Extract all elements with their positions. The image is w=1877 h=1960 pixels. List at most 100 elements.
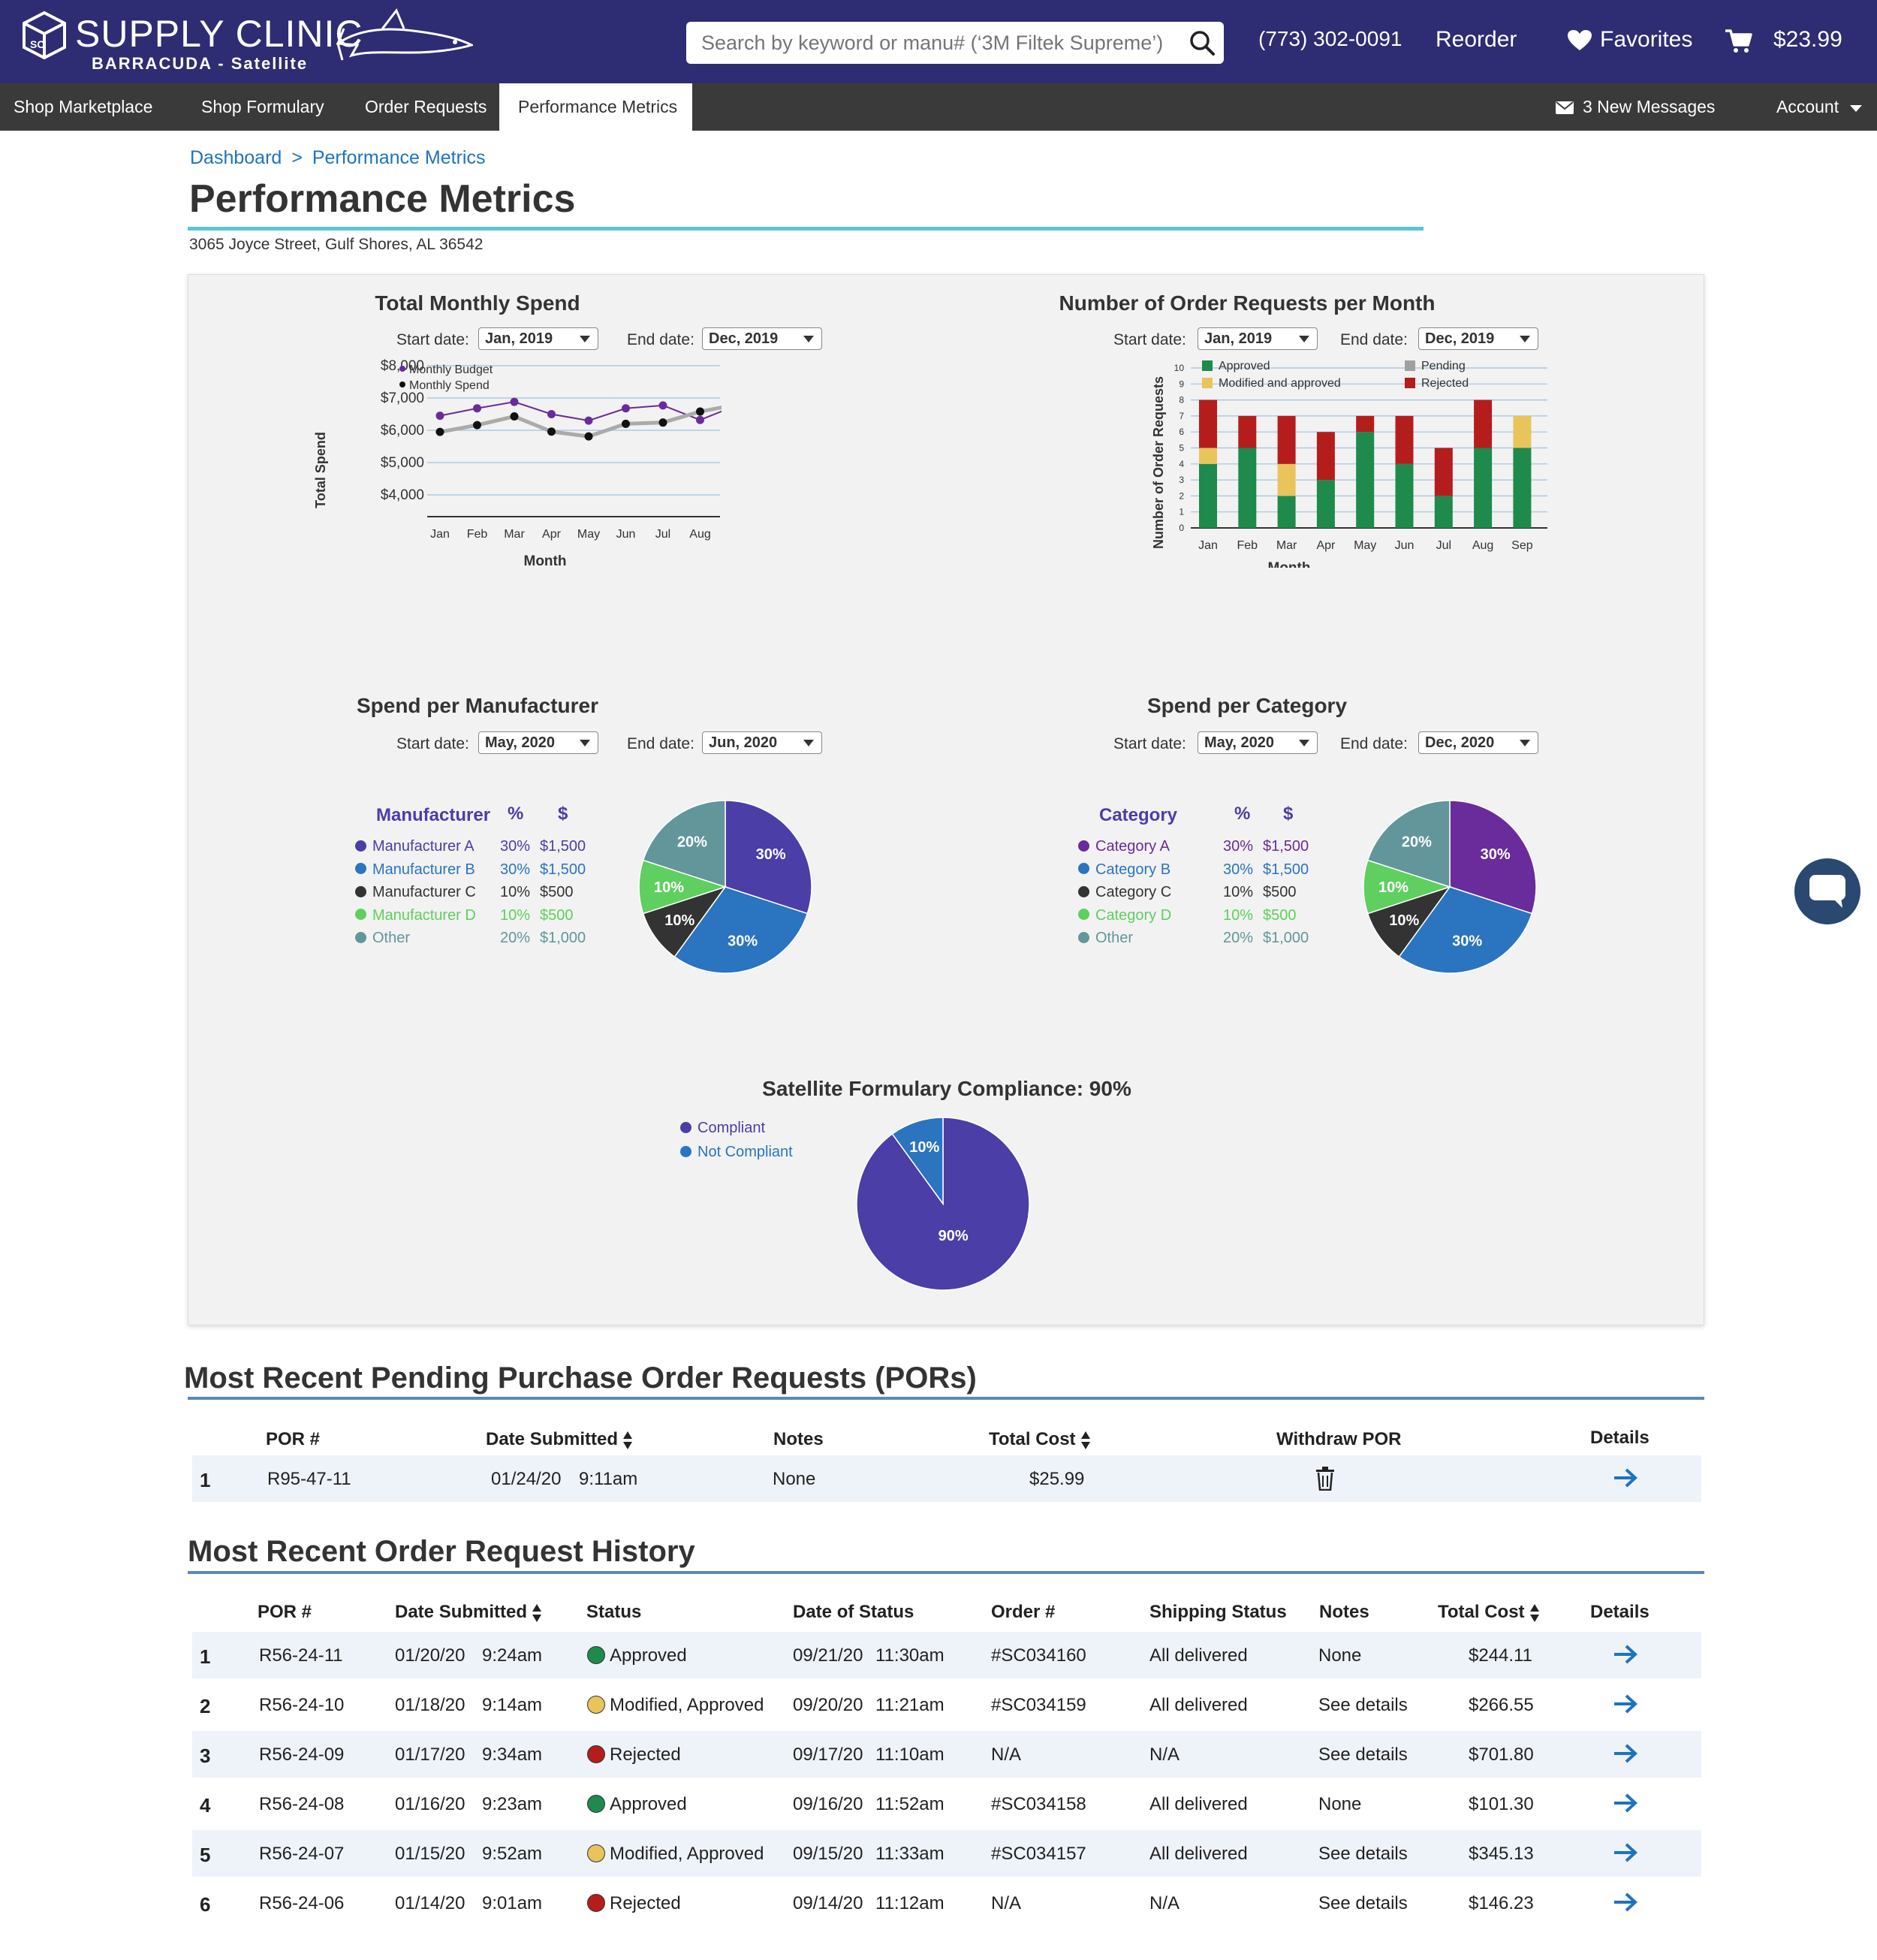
y-tick-label: 7 bbox=[1179, 411, 1184, 421]
bar-segment bbox=[1395, 463, 1414, 528]
row-shipping: All delivered bbox=[1149, 1695, 1248, 1715]
arrow-right-icon[interactable] bbox=[1613, 1793, 1638, 1814]
arrow-right-icon[interactable] bbox=[1613, 1644, 1638, 1665]
legend-pct: 20% bbox=[500, 930, 531, 946]
row-status-date: 09/16/20 bbox=[793, 1794, 863, 1814]
history-th-cost[interactable]: Total Cost bbox=[1438, 1602, 1540, 1623]
arrow-right-icon[interactable] bbox=[1613, 1842, 1638, 1863]
manufacturer-end-select[interactable]: Jun, 2020 bbox=[702, 731, 822, 754]
sort-icon[interactable] bbox=[1529, 1603, 1540, 1623]
cart-total[interactable]: $23.99 bbox=[1773, 27, 1842, 52]
x-tick-label: Jan bbox=[1198, 539, 1218, 552]
nav-performance-metrics[interactable]: Performance Metrics bbox=[499, 83, 692, 131]
breadcrumb-dashboard[interactable]: Dashboard bbox=[190, 147, 282, 168]
favorites-link[interactable]: Favorites bbox=[1600, 27, 1693, 52]
search-bar[interactable] bbox=[686, 22, 1224, 64]
manufacturer-legend-item[interactable]: Manufacturer B 30% $1,500 bbox=[355, 859, 586, 880]
bar-segment bbox=[1513, 448, 1532, 528]
y-axis-label: Total Spend bbox=[313, 432, 328, 508]
search-input[interactable] bbox=[701, 22, 1182, 64]
category-end-select[interactable]: Dec, 2020 bbox=[1418, 731, 1538, 754]
account-menu[interactable]: Account bbox=[1776, 97, 1839, 116]
pending-th-cost[interactable]: Total Cost bbox=[989, 1429, 1091, 1450]
category-legend-item[interactable]: Category C 10% $500 bbox=[1078, 882, 1297, 903]
pie-slice bbox=[1363, 859, 1452, 915]
arrow-right-icon[interactable] bbox=[1613, 1693, 1638, 1714]
manufacturer-legend-item[interactable]: Manufacturer C 10% $500 bbox=[355, 882, 574, 903]
data-point bbox=[658, 418, 667, 427]
arrow-right-icon[interactable] bbox=[1613, 1467, 1638, 1488]
manufacturer-legend-item[interactable]: Manufacturer A 30% $1,500 bbox=[355, 836, 586, 857]
manufacturer-end-value: Jun, 2020 bbox=[709, 734, 778, 751]
row-status-label: Approved bbox=[610, 1645, 687, 1666]
sort-icon[interactable] bbox=[622, 1431, 633, 1450]
arrow-right-icon[interactable] bbox=[1613, 1892, 1638, 1913]
y-tick-label: 10 bbox=[1174, 363, 1185, 373]
y-tick-label: 6 bbox=[1179, 427, 1184, 437]
pending-th-date[interactable]: Date Submitted bbox=[486, 1429, 633, 1450]
y-tick-label: $4,000 bbox=[381, 487, 424, 503]
nav-shop-marketplace[interactable]: Shop Marketplace bbox=[14, 97, 153, 116]
row-status: Approved bbox=[587, 1794, 687, 1815]
category-legend-item[interactable]: Other 20% $1,000 bbox=[1078, 927, 1309, 948]
row-number: 1 bbox=[200, 1645, 211, 1668]
manufacturer-legend-item[interactable]: Other 20% $1,000 bbox=[355, 927, 586, 948]
heart-icon[interactable] bbox=[1568, 30, 1592, 51]
category-start-select[interactable]: May, 2020 bbox=[1198, 731, 1318, 754]
logo-badge-text: SC bbox=[30, 38, 44, 50]
legend-label: Compliant bbox=[697, 1120, 766, 1136]
messages-link[interactable]: 3 New Messages bbox=[1583, 97, 1716, 116]
pie-slice-label: 10% bbox=[1389, 912, 1419, 929]
nav-order-requests[interactable]: Order Requests bbox=[365, 97, 487, 116]
data-point bbox=[473, 421, 481, 430]
cart-icon[interactable] bbox=[1725, 29, 1752, 54]
requests-start-select[interactable]: Jan, 2019 bbox=[1198, 327, 1318, 350]
history-th-notes: Notes bbox=[1319, 1602, 1369, 1622]
table-row: 3 R56-24-09 01/17/20 9:34am Rejected 09/17/20… bbox=[192, 1731, 1701, 1778]
phone-number[interactable]: (773) 302-0091 bbox=[1258, 27, 1402, 50]
row-status: Modified, Approved bbox=[587, 1844, 764, 1865]
category-legend-item[interactable]: Category A 30% $1,500 bbox=[1078, 836, 1309, 857]
legend-label: Rejected bbox=[1421, 377, 1469, 390]
category-legend-item[interactable]: Category D 10% $500 bbox=[1078, 905, 1297, 926]
x-tick-label: Jun bbox=[1395, 539, 1415, 552]
trash-icon[interactable] bbox=[1315, 1467, 1335, 1491]
reorder-link[interactable]: Reorder bbox=[1436, 27, 1517, 52]
legend-amount: $1,500 bbox=[1263, 838, 1309, 855]
spend-start-select[interactable]: Jan, 2019 bbox=[478, 327, 598, 350]
barracuda-fish-icon bbox=[336, 8, 473, 61]
bar-segment bbox=[1316, 432, 1335, 481]
table-row: 1 R56-24-11 01/20/20 9:24am Approved 09/21/20… bbox=[192, 1632, 1701, 1678]
requests-end-select[interactable]: Dec, 2019 bbox=[1418, 327, 1538, 350]
row-time: 9:52am bbox=[482, 1844, 543, 1864]
sort-icon[interactable] bbox=[532, 1603, 542, 1623]
row-status-date: 09/20/20 bbox=[793, 1695, 863, 1715]
breadcrumb-current[interactable]: Performance Metrics bbox=[312, 147, 486, 168]
x-tick-label: Jul bbox=[655, 528, 670, 541]
legend-label: Category B bbox=[1095, 861, 1171, 878]
history-th-date[interactable]: Date Submitted bbox=[395, 1602, 542, 1623]
manufacturer-legend-item[interactable]: Manufacturer D 10% $500 bbox=[355, 905, 574, 926]
sort-icon[interactable] bbox=[1080, 1431, 1091, 1450]
compliance-legend-item[interactable]: Not Compliant bbox=[680, 1141, 793, 1162]
legend-label: Monthly Spend bbox=[409, 379, 490, 392]
nav-shop-formulary[interactable]: Shop Formulary bbox=[201, 97, 324, 116]
data-point bbox=[435, 427, 444, 436]
account-chevron-down-icon[interactable] bbox=[1850, 105, 1862, 112]
compliance-legend-item[interactable]: Compliant bbox=[680, 1117, 765, 1138]
legend-dot-icon bbox=[1078, 931, 1089, 943]
x-tick-label: Mar bbox=[504, 528, 525, 541]
envelope-icon[interactable] bbox=[1556, 101, 1574, 114]
chat-button[interactable] bbox=[1794, 858, 1860, 924]
manufacturer-start-select[interactable]: May, 2020 bbox=[478, 731, 598, 754]
row-number: 3 bbox=[200, 1744, 211, 1767]
search-icon[interactable] bbox=[1189, 30, 1215, 56]
category-legend-item[interactable]: Category B 30% $1,500 bbox=[1078, 859, 1309, 880]
logo-title[interactable]: SUPPLY CLINIC bbox=[75, 13, 363, 55]
arrow-right-icon[interactable] bbox=[1613, 1743, 1638, 1764]
spend-end-select[interactable]: Dec, 2019 bbox=[702, 327, 822, 350]
pending-th-cost-label: Total Cost bbox=[989, 1429, 1076, 1449]
pie-slice bbox=[725, 800, 812, 915]
logo-box-icon[interactable]: SC bbox=[21, 11, 68, 60]
bar-segment bbox=[1474, 400, 1493, 448]
